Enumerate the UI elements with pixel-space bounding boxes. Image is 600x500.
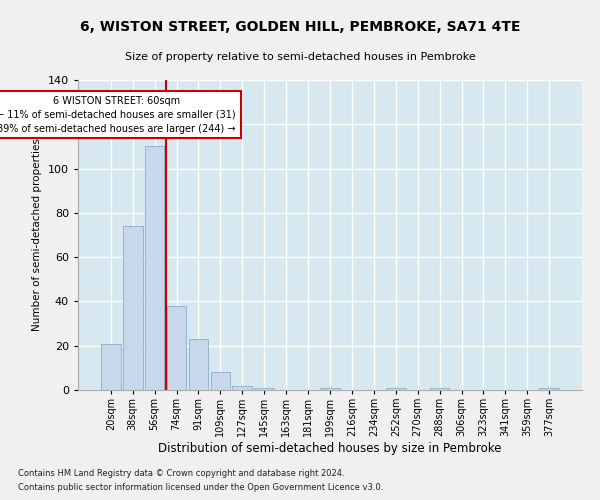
Bar [167, 306, 187, 390]
Text: Contains HM Land Registry data © Crown copyright and database right 2024.: Contains HM Land Registry data © Crown c… [18, 468, 344, 477]
Bar [386, 388, 406, 390]
Text: 6 WISTON STREET: 60sqm
← 11% of semi-detached houses are smaller (31)
89% of sem: 6 WISTON STREET: 60sqm ← 11% of semi-det… [0, 96, 236, 134]
Bar [430, 388, 449, 390]
Y-axis label: Number of semi-detached properties: Number of semi-detached properties [32, 138, 42, 332]
Text: Contains public sector information licensed under the Open Government Licence v3: Contains public sector information licen… [18, 484, 383, 492]
Bar [145, 146, 164, 390]
Bar [123, 226, 143, 390]
X-axis label: Distribution of semi-detached houses by size in Pembroke: Distribution of semi-detached houses by … [158, 442, 502, 455]
Bar [232, 386, 252, 390]
Bar [188, 339, 208, 390]
Bar [254, 388, 274, 390]
Text: 6, WISTON STREET, GOLDEN HILL, PEMBROKE, SA71 4TE: 6, WISTON STREET, GOLDEN HILL, PEMBROKE,… [80, 20, 520, 34]
Bar [539, 388, 559, 390]
Bar [211, 372, 230, 390]
Bar [101, 344, 121, 390]
Text: Size of property relative to semi-detached houses in Pembroke: Size of property relative to semi-detach… [125, 52, 475, 62]
Bar [320, 388, 340, 390]
